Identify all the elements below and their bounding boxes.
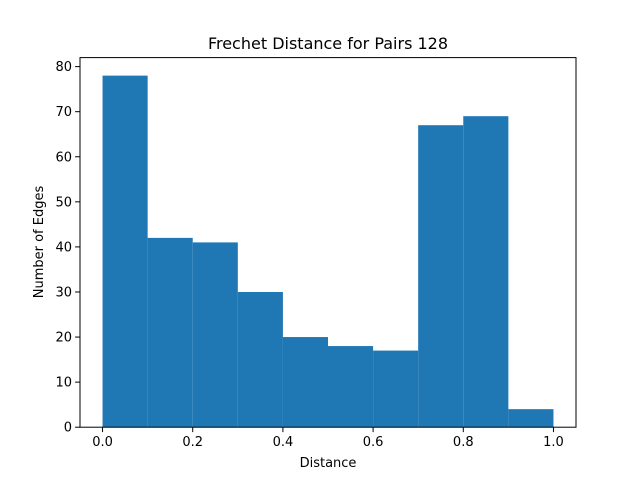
histogram-bar-8: [418, 125, 464, 428]
x-tick-label: 1.0: [543, 435, 564, 450]
histogram-bar-4: [237, 291, 283, 428]
y-tick-label: 80: [55, 60, 72, 75]
x-tick-label: 0.4: [273, 435, 294, 450]
y-axis: 0 10 20 30 40 50 60 70 80: [55, 60, 80, 436]
y-tick-label: 70: [55, 105, 72, 120]
x-tick-label: 0.6: [363, 435, 384, 450]
x-axis-label: Distance: [300, 456, 357, 471]
chart-title: Frechet Distance for Pairs 128: [208, 34, 448, 53]
histogram-bar-3: [192, 242, 238, 428]
y-tick-label: 30: [55, 285, 72, 300]
y-axis-label: Number of Edges: [32, 186, 47, 299]
histogram-bar-6: [328, 346, 374, 428]
y-tick-label: 10: [55, 376, 72, 391]
y-tick-label: 40: [55, 240, 72, 255]
y-tick-label: 20: [55, 331, 72, 346]
x-tick-label: 0.0: [92, 435, 113, 450]
x-tick-label: 0.2: [182, 435, 203, 450]
histogram-bar-10: [508, 409, 554, 428]
x-tick-label: 0.8: [453, 435, 474, 450]
y-tick-label: 60: [55, 150, 72, 165]
x-axis: 0.0 0.2 0.4 0.6 0.8 1.0: [92, 427, 564, 450]
y-tick-label: 50: [55, 195, 72, 210]
plot-frame: [79, 57, 577, 428]
histogram-bar-1: [102, 75, 148, 428]
y-tick-label: 0: [64, 421, 72, 436]
histogram-bar-7: [373, 350, 419, 428]
histogram-bar-9: [463, 116, 509, 428]
histogram-bar-2: [147, 237, 193, 428]
bars-group: [102, 75, 554, 428]
histogram-bar-5: [282, 337, 328, 428]
